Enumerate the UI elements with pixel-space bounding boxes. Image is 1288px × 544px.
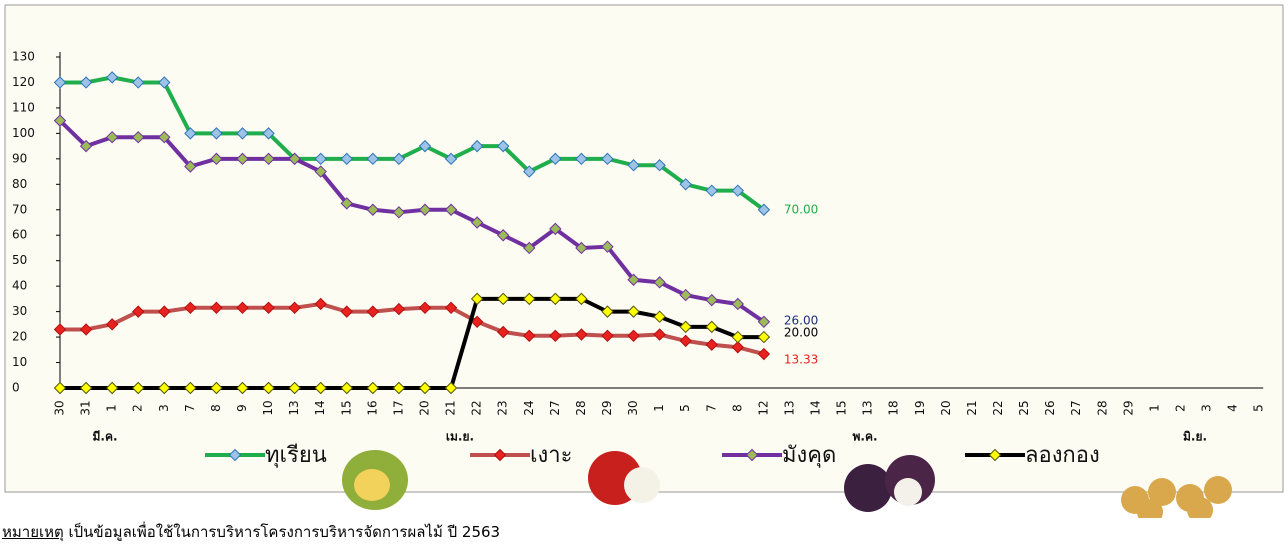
x-tick-label: 29 [600,400,614,415]
legend-label: ทุเรียน [265,443,327,468]
y-tick-label: 40 [12,279,27,293]
value-label: 13.33 [784,353,818,367]
y-tick-label: 90 [12,151,27,165]
x-tick-label: 22 [991,400,1005,415]
y-tick-label: 80 [12,177,27,191]
x-tick-label: 31 [79,400,93,415]
x-tick-label: 2 [131,404,145,412]
x-tick-label: 4 [1226,404,1240,412]
x-tick-label: 5 [678,404,692,412]
y-tick-label: 130 [12,50,35,64]
x-tick-label: 13 [287,400,301,415]
chart-frame [5,5,1283,492]
y-tick-label: 110 [12,100,35,114]
x-tick-label: 17 [391,400,405,415]
x-tick-label: 10 [261,400,275,415]
x-tick-label: 3 [1200,404,1214,412]
x-tick-label: 7 [183,404,197,412]
note-text: เป็นข้อมูลเพื่อใช้ในการบริหารโครงการบริห… [64,523,500,541]
x-tick-label: 13 [782,400,796,415]
x-tick-label: 19 [913,400,927,415]
x-tick-label: 26 [1043,400,1057,415]
y-tick-label: 20 [12,330,27,344]
x-tick-label: 7 [704,404,718,412]
x-tick-label: 3 [157,404,171,412]
note-label: หมายเหตุ [2,523,64,541]
month-label: มี.ค. [92,430,117,444]
x-tick-label: 15 [339,400,353,415]
x-tick-label: 22 [470,400,484,415]
y-tick-label: 30 [12,304,27,318]
x-tick-label: 14 [313,400,327,415]
y-tick-label: 120 [12,75,35,89]
x-tick-label: 20 [417,400,431,415]
y-tick-label: 10 [12,355,27,369]
x-tick-label: 1 [1147,404,1161,412]
x-tick-label: 16 [365,400,379,415]
y-tick-label: 70 [12,202,27,216]
legend-label: ลองกอง [1025,443,1100,468]
page: 0102030405060708090100110120130303112378… [0,0,1288,542]
x-tick-label: 1 [652,404,666,412]
x-tick-label: 27 [548,400,562,415]
x-tick-label: 15 [835,400,849,415]
value-label: 20.00 [784,326,818,340]
x-tick-label: 1 [105,404,119,412]
x-tick-label: 27 [1069,400,1083,415]
legend-label: เงาะ [530,443,572,468]
x-tick-label: 21 [965,400,979,415]
value-label: 70.00 [784,202,818,216]
x-tick-label: 25 [1017,400,1031,415]
x-tick-label: 14 [809,400,823,415]
x-tick-label: 28 [574,400,588,415]
x-tick-label: 8 [209,404,223,412]
x-tick-label: 28 [1095,400,1109,415]
x-tick-label: 9 [235,404,249,412]
x-tick-label: 21 [444,400,458,415]
y-tick-label: 0 [12,381,20,395]
x-tick-label: 24 [522,400,536,415]
x-tick-label: 23 [496,400,510,415]
x-tick-label: 5 [1252,404,1266,412]
x-tick-label: 18 [887,400,901,415]
month-label: มิ.ย. [1183,430,1207,444]
x-tick-label: 12 [756,400,770,415]
x-tick-label: 20 [939,400,953,415]
y-tick-label: 50 [12,253,27,267]
x-tick-label: 30 [53,400,67,415]
x-tick-label: 2 [1174,404,1188,412]
x-tick-label: 30 [626,400,640,415]
month-label: เม.ย. [446,430,474,444]
y-tick-label: 100 [12,126,35,140]
x-tick-label: 29 [1121,400,1135,415]
legend-label: มังคุด [782,443,836,468]
month-label: พ.ค. [852,430,877,444]
x-tick-label: 13 [861,400,875,415]
y-tick-label: 60 [12,228,27,242]
footnote: หมายเหตุ เป็นข้อมูลเพื่อใช้ในการบริหารโค… [2,520,500,544]
x-tick-label: 8 [730,404,744,412]
